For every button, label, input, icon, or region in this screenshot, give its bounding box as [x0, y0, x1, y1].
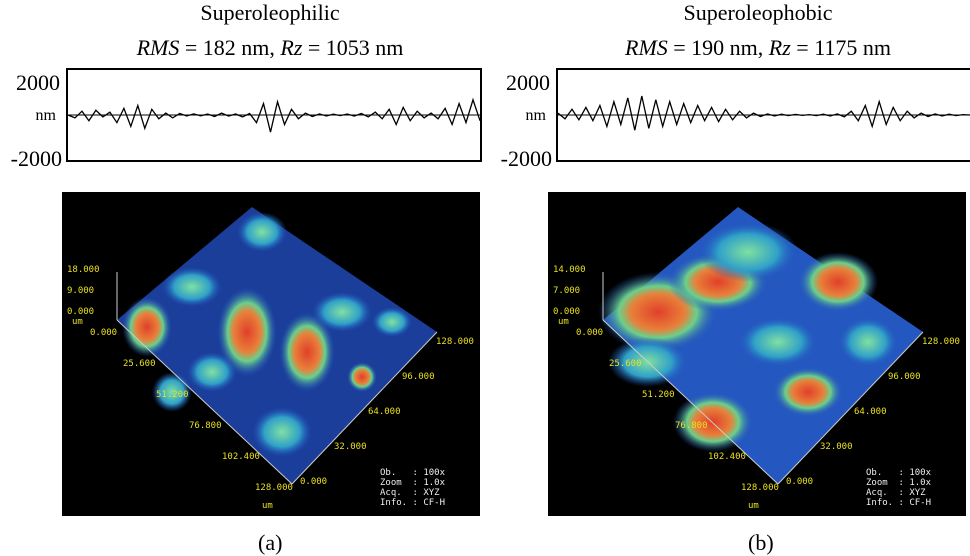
rz-label: Rz	[768, 35, 791, 60]
height-profile-plot	[66, 68, 482, 162]
mound	[162, 267, 222, 307]
z-tick: 0.000	[67, 307, 94, 317]
figure-caption: (b)	[748, 530, 774, 555]
surface-3d-image: 18.000 9.000 0.000 um 0.000 25.600 51.200 76.…	[62, 192, 480, 516]
y-tick: 128.000	[922, 337, 960, 347]
roughness-stats: RMS = 182 nm, Rz = 1053 nm	[60, 35, 480, 61]
z-unit: um	[72, 317, 83, 327]
y-tick: 64.000	[368, 407, 401, 417]
y-tick: 128.000	[436, 337, 474, 347]
profile-line	[557, 95, 970, 131]
info-line: Zoom : 1.0x	[380, 478, 446, 488]
x-tick: 0.000	[90, 328, 117, 338]
mound	[237, 212, 287, 252]
z-tick: 14.000	[553, 265, 586, 275]
mound	[187, 352, 237, 392]
peak	[347, 362, 377, 392]
mound	[312, 292, 372, 332]
y-tick: 0.000	[786, 477, 813, 487]
x-unit: um	[748, 501, 759, 511]
x-tick: 51.200	[156, 390, 189, 400]
y-tick: 32.000	[334, 442, 367, 452]
info-line: Ob. : 100x	[866, 468, 932, 478]
x-tick: 76.800	[675, 421, 708, 431]
x-unit: um	[262, 501, 273, 511]
z-tick: 7.000	[553, 286, 580, 296]
mound	[698, 222, 798, 282]
rms-value: = 190 nm,	[667, 35, 769, 60]
info-line: Acq. : XYZ	[866, 488, 926, 498]
y-tick-top: 2000	[506, 70, 550, 95]
z-tick: 0.000	[553, 307, 580, 317]
roughness-stats: RMS = 190 nm, Rz = 1175 nm	[548, 35, 968, 61]
info-line: Info. : CF-H	[866, 498, 931, 508]
y-tick: 96.000	[888, 372, 921, 382]
rms-label: RMS	[625, 35, 668, 60]
rms-label: RMS	[136, 35, 180, 60]
info-line: Zoom : 1.0x	[866, 478, 932, 488]
y-unit: nm	[525, 107, 546, 124]
mound	[252, 407, 312, 457]
x-tick: 76.800	[189, 421, 222, 431]
y-tick-top: 2000	[16, 70, 60, 95]
rz-label: Rz	[280, 35, 303, 60]
y-tick-bottom: -2000	[10, 146, 62, 171]
surface-3d-image: 14.000 7.000 0.000 um 0.000 25.600 51.200 76.…	[548, 192, 966, 516]
peak	[279, 312, 335, 392]
x-tick: 25.600	[123, 359, 156, 369]
y-tick: 64.000	[854, 407, 887, 417]
peak	[673, 392, 753, 452]
mound	[152, 372, 192, 412]
y-tick: 96.000	[402, 372, 435, 382]
peak	[773, 367, 843, 417]
x-tick: 128.000	[741, 483, 779, 493]
mound	[838, 317, 898, 367]
info-line: Ob. : 100x	[380, 468, 446, 478]
z-tick: 18.000	[67, 265, 100, 275]
profile-line	[67, 97, 481, 133]
peak	[217, 287, 277, 377]
panel-title: Superoleophilic	[200, 0, 340, 25]
x-tick: 102.400	[708, 452, 746, 462]
x-tick: 102.400	[222, 452, 260, 462]
y-unit: nm	[35, 107, 56, 124]
mound	[372, 307, 412, 337]
mound	[738, 317, 818, 367]
panel-title: Superoleophobic	[683, 0, 833, 25]
y-tick: 0.000	[300, 477, 327, 487]
height-profile-plot	[556, 68, 970, 162]
info-line: Info. : CF-H	[380, 498, 445, 508]
z-tick: 9.000	[67, 286, 94, 296]
peak	[798, 252, 878, 312]
peak	[122, 297, 172, 357]
rms-value: = 182 nm,	[179, 35, 281, 60]
x-tick: 0.000	[576, 328, 603, 338]
y-tick: 32.000	[820, 442, 853, 452]
y-tick-bottom: -2000	[500, 146, 552, 171]
x-tick: 51.200	[642, 390, 675, 400]
info-line: Acq. : XYZ	[380, 488, 440, 498]
x-tick: 128.000	[255, 483, 293, 493]
z-unit: um	[558, 317, 569, 327]
figure-caption: (a)	[258, 530, 283, 555]
rz-value: = 1053 nm	[302, 35, 404, 60]
rz-value: = 1175 nm	[790, 35, 891, 60]
x-tick: 25.600	[609, 359, 642, 369]
